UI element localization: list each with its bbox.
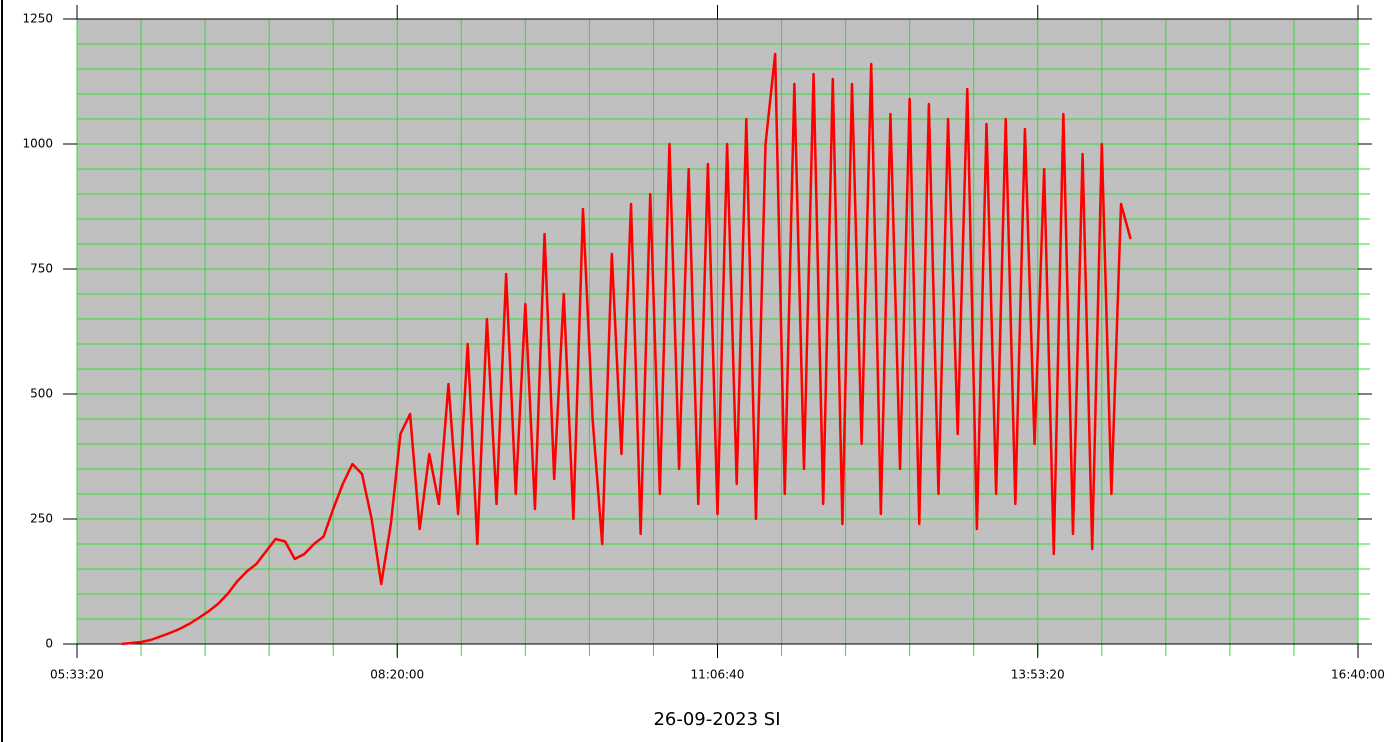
y-tick-label: 0 (45, 637, 53, 651)
x-tick-label: 13:53:20 (1011, 668, 1065, 682)
y-tick-label: 1250 (22, 12, 53, 26)
x-tick-label: 11:06:40 (691, 668, 745, 682)
x-tick-label: 16:40:00 (1331, 668, 1385, 682)
x-tick-label: 05:33:20 (50, 668, 104, 682)
y-tick-label: 750 (30, 262, 53, 276)
chart-title: 26-09-2023 SI (653, 709, 780, 730)
y-tick-label: 500 (30, 387, 53, 401)
x-tick-label: 08:20:00 (370, 668, 424, 682)
y-tick-label: 1000 (22, 137, 53, 151)
y-tick-label: 250 (30, 512, 53, 526)
data-line (121, 52, 1132, 646)
